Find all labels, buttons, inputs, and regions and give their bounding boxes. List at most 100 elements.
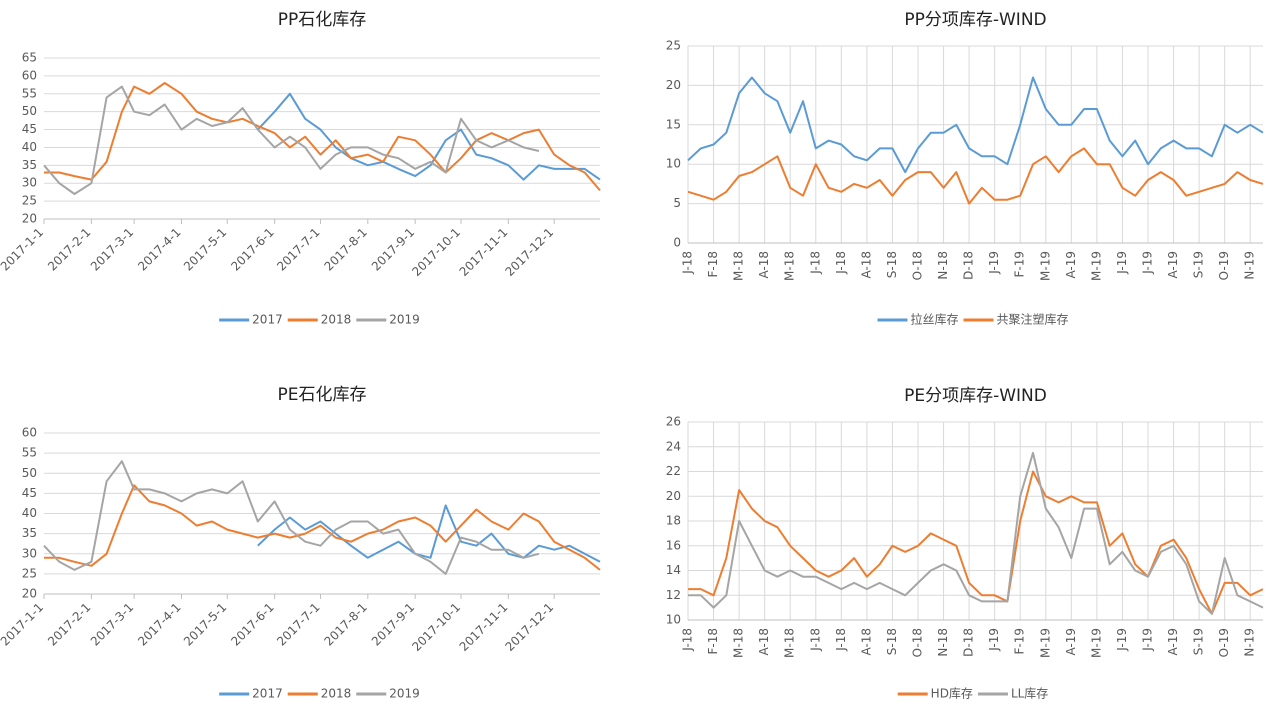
x-tick-label: 2017-1-1 [0,225,46,273]
x-tick-label: M-18 [732,628,746,658]
series-line [257,92,601,181]
legend-label: 2019 [389,687,420,701]
x-tick-label: N-19 [1243,251,1257,280]
x-tick-label: S-18 [885,251,899,278]
y-tick-label: 25 [22,566,37,580]
x-tick-label: N-18 [936,251,950,280]
x-tick-label: O-19 [1217,251,1231,280]
series-line [688,451,1264,615]
y-tick-label: 55 [22,446,37,460]
x-tick-label: 2017-5-1 [181,225,229,273]
legend-label: 2019 [389,313,420,327]
y-tick-label: 26 [666,415,681,429]
x-tick-label: J-19 [1115,251,1129,275]
x-tick-label: 2017-7-1 [274,225,322,273]
x-tick-label: 2017-6-1 [228,600,276,648]
y-tick-label: 14 [666,563,681,577]
x-tick-label: J-18 [808,251,822,275]
x-tick-label: 2017-9-1 [369,600,417,648]
x-tick-label: J-18 [681,251,695,275]
x-tick-label: J-19 [987,251,1001,275]
x-tick-label: 2017-8-1 [322,600,370,648]
y-tick-label: 5 [673,196,681,210]
x-tick-label: J-19 [1115,628,1129,652]
y-tick-label: 40 [22,506,37,520]
y-tick-label: 12 [666,588,681,602]
x-tick-label: S-19 [1192,251,1206,278]
x-tick-label: M-19 [1089,251,1103,281]
x-tick-label: 2017-7-1 [274,600,322,648]
legend-label: HD库存 [931,686,973,701]
chart-title: PE分项库存-WIND [904,386,1047,406]
x-tick-label: 2017-3-1 [88,225,136,273]
x-tick-label: M-19 [1038,251,1052,281]
series-line [687,147,1264,205]
x-tick-label: 2017-9-1 [369,225,417,273]
x-tick-label: A-18 [859,628,873,656]
y-tick-label: 10 [666,157,681,171]
x-tick-label: 2017-5-1 [181,600,229,648]
y-tick-label: 65 [22,51,37,65]
x-tick-label: 2017-12-1 [502,225,556,279]
y-tick-label: 45 [22,486,37,500]
x-tick-label: 2017-4-1 [135,225,183,273]
chart-title: PP石化库存 [278,10,367,30]
y-tick-label: 20 [22,212,37,226]
y-tick-label: 50 [22,104,37,118]
series-line [43,85,540,195]
x-tick-label: J-18 [681,628,695,652]
y-tick-label: 25 [666,39,681,53]
y-tick-label: 30 [22,546,37,560]
x-tick-label: 2017-11-1 [457,600,511,654]
legend-label: 2017 [252,313,283,327]
y-tick-label: 55 [22,86,37,100]
legend-label: 2017 [252,687,283,701]
legend-label: LL库存 [1011,686,1048,701]
x-tick-label: F-18 [706,251,720,278]
y-tick-label: 50 [22,466,37,480]
series-line [44,484,601,571]
x-tick-label: M-18 [783,251,797,281]
x-tick-label: M-19 [1038,628,1052,658]
x-tick-label: A-19 [1064,628,1078,656]
y-tick-label: 60 [22,426,37,440]
x-tick-label: J-19 [987,628,1001,652]
y-tick-label: 30 [22,176,37,190]
x-tick-label: F-18 [706,628,720,655]
x-tick-label: 2017-2-1 [45,225,93,273]
x-tick-label: J-18 [834,628,848,652]
y-tick-label: 35 [22,158,37,172]
y-tick-label: 40 [22,140,37,154]
y-tick-label: 20 [22,587,37,601]
y-tick-label: 18 [666,514,681,528]
series-line [687,76,1264,174]
x-tick-label: J-19 [1141,628,1155,652]
x-tick-label: 2017-10-1 [409,225,463,279]
x-tick-label: 2017-3-1 [88,600,136,648]
legend-label: 共聚注塑库存 [997,312,1069,327]
x-tick-label: F-19 [1013,628,1027,655]
x-tick-label: 2017-8-1 [322,225,370,273]
x-tick-label: J-18 [808,628,822,652]
x-tick-label: F-19 [1013,251,1027,278]
x-tick-label: 2017-10-1 [409,600,463,654]
chart-title: PP分项库存-WIND [904,10,1046,30]
x-tick-label: O-19 [1217,628,1231,657]
x-tick-label: 2017-2-1 [45,600,93,648]
x-tick-label: A-19 [1166,628,1180,656]
y-tick-label: 60 [22,68,37,82]
x-tick-label: N-18 [936,628,950,657]
legend-label: 2018 [321,313,352,327]
x-tick-label: M-18 [783,628,797,658]
x-tick-label: D-18 [962,628,976,657]
x-tick-label: 2017-12-1 [502,600,556,654]
series-line [688,470,1264,615]
x-tick-label: 2017-1-1 [0,600,46,648]
x-tick-label: J-19 [1141,251,1155,275]
series-line [43,460,540,575]
x-tick-label: A-19 [1064,251,1078,279]
x-tick-label: M-19 [1089,628,1103,658]
x-tick-label: D-18 [962,251,976,280]
y-tick-label: 10 [666,613,681,627]
